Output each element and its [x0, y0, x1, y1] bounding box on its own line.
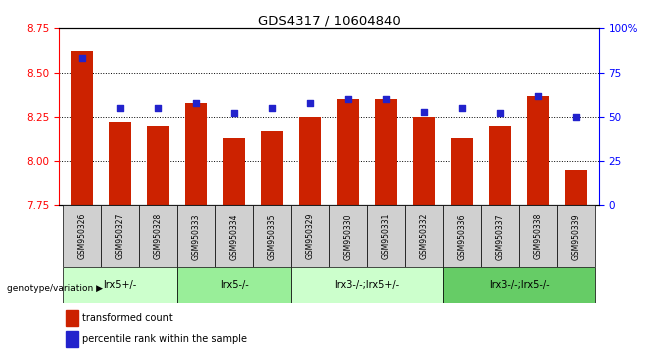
Bar	[481, 205, 519, 267]
Bar	[185, 103, 207, 205]
Bar	[291, 267, 443, 303]
Point	[418, 109, 429, 114]
Bar	[337, 99, 359, 205]
Bar	[443, 205, 481, 267]
Text: GSM950329: GSM950329	[305, 213, 315, 259]
Point	[153, 105, 163, 111]
Point	[495, 110, 505, 116]
Bar	[299, 117, 321, 205]
Text: GSM950328: GSM950328	[153, 213, 163, 259]
Point	[570, 114, 581, 120]
Bar	[451, 138, 473, 205]
Point	[77, 56, 88, 61]
Bar	[489, 126, 511, 205]
Text: lrx5-/-: lrx5-/-	[220, 280, 248, 290]
Point	[114, 105, 125, 111]
Text: GSM950330: GSM950330	[343, 213, 353, 259]
Text: lrx3-/-;lrx5-/-: lrx3-/-;lrx5-/-	[489, 280, 549, 290]
Bar	[367, 205, 405, 267]
Bar	[63, 205, 101, 267]
Bar	[222, 138, 245, 205]
Bar	[70, 51, 93, 205]
Bar	[329, 205, 367, 267]
Point	[266, 105, 277, 111]
Text: genotype/variation ▶: genotype/variation ▶	[7, 284, 103, 293]
Bar	[557, 205, 595, 267]
Point	[305, 100, 315, 105]
Point	[381, 96, 392, 102]
Point	[533, 93, 544, 98]
Text: GSM950327: GSM950327	[116, 213, 124, 259]
Bar	[147, 126, 169, 205]
Text: GSM950333: GSM950333	[191, 213, 201, 259]
Point	[191, 100, 201, 105]
Title: GDS4317 / 10604840: GDS4317 / 10604840	[258, 14, 400, 27]
Bar	[177, 205, 215, 267]
Bar	[374, 99, 397, 205]
Text: lrx3-/-;lrx5+/-: lrx3-/-;lrx5+/-	[334, 280, 399, 290]
Text: transformed count: transformed count	[82, 313, 173, 322]
Text: GSM950336: GSM950336	[457, 213, 467, 259]
Point	[229, 110, 240, 116]
Point	[343, 96, 353, 102]
Bar	[405, 205, 443, 267]
Text: GSM950331: GSM950331	[382, 213, 390, 259]
Bar	[519, 205, 557, 267]
Bar	[261, 131, 284, 205]
Bar	[63, 267, 177, 303]
Text: GSM950332: GSM950332	[420, 213, 428, 259]
Bar	[565, 170, 588, 205]
Bar	[443, 267, 595, 303]
Bar	[177, 267, 291, 303]
Bar	[526, 96, 549, 205]
Text: GSM950334: GSM950334	[230, 213, 238, 259]
Bar	[291, 205, 329, 267]
Text: GSM950339: GSM950339	[572, 213, 580, 259]
Bar	[215, 205, 253, 267]
Text: lrx5+/-: lrx5+/-	[103, 280, 137, 290]
Point	[457, 105, 467, 111]
Bar	[139, 205, 177, 267]
Text: GSM950326: GSM950326	[78, 213, 86, 259]
Bar	[253, 205, 291, 267]
Text: GSM950335: GSM950335	[268, 213, 276, 259]
Bar	[109, 122, 132, 205]
Text: GSM950337: GSM950337	[495, 213, 505, 259]
Text: percentile rank within the sample: percentile rank within the sample	[82, 334, 247, 344]
Text: GSM950338: GSM950338	[534, 213, 542, 259]
Bar	[101, 205, 139, 267]
Bar	[413, 117, 436, 205]
